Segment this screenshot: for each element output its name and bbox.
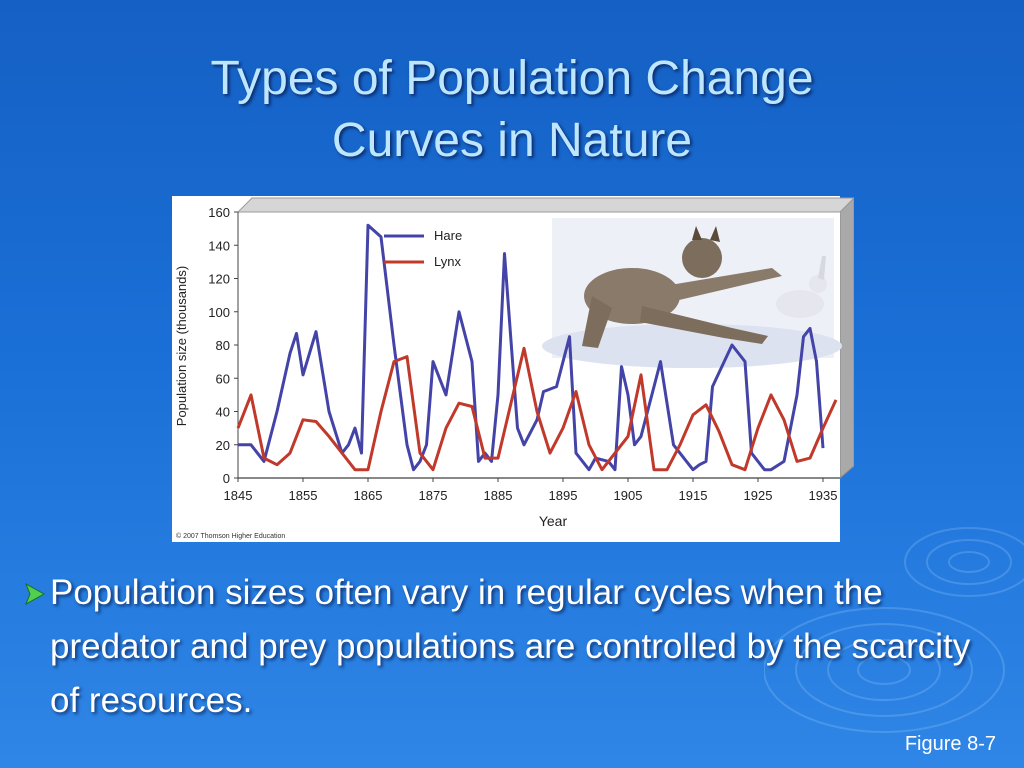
- x-tick-label: 1885: [484, 488, 513, 503]
- x-tick-label: 1845: [224, 488, 253, 503]
- x-tick-label: 1855: [289, 488, 318, 503]
- bullet-text: Population sizes often vary in regular c…: [50, 573, 971, 720]
- hare-lynx-chart: 0 20 40 60 80 100 120 140 160 1845 1855 1865 1875 18…: [172, 196, 854, 542]
- y-tick-label: 40: [216, 405, 230, 420]
- snow-drift: [542, 324, 842, 368]
- chart-legend: Hare Lynx: [384, 228, 462, 269]
- y-axis-label: Population size (thousands): [174, 266, 189, 426]
- lynx-illustration: [582, 226, 782, 348]
- x-tick-label: 1915: [679, 488, 708, 503]
- x-tick-label: 1895: [549, 488, 578, 503]
- slide-title-line1: Types of Population Change: [210, 52, 814, 105]
- y-tick-label: 0: [223, 471, 230, 486]
- x-tick-label: 1875: [419, 488, 448, 503]
- chart-frame-right: [839, 197, 854, 480]
- bullet-arrow-icon: [25, 582, 46, 606]
- legend-label-hare: Hare: [434, 228, 462, 243]
- slide-title-line2: Curves in Nature: [331, 114, 693, 167]
- x-tick-label: 1905: [614, 488, 643, 503]
- hare-illustration: [776, 256, 827, 318]
- x-tick-label: 1925: [744, 488, 773, 503]
- slide-title: Types of Population Change Curves in Nat…: [0, 48, 1024, 172]
- x-tick-label: 1935: [809, 488, 838, 503]
- y-tick-label: 120: [208, 272, 230, 287]
- y-tick-label: 100: [208, 305, 230, 320]
- x-axis-label: Year: [539, 513, 568, 529]
- series-line-hare: [238, 223, 825, 472]
- y-tick-label: 140: [208, 238, 230, 253]
- y-tick-label: 60: [216, 371, 230, 386]
- y-tick-label: 20: [216, 438, 230, 453]
- y-tick-label: 80: [216, 338, 230, 353]
- y-tick-label: 160: [208, 205, 230, 220]
- chart-frame-top-cover: [236, 197, 854, 213]
- bullet-point: Population sizes often vary in regular c…: [22, 566, 982, 728]
- series-line-lynx: [236, 346, 838, 472]
- figure-label: Figure 8-7: [904, 733, 996, 755]
- x-tick-label: 1865: [354, 488, 383, 503]
- legend-label-lynx: Lynx: [434, 254, 461, 269]
- copyright-credit: © 2007 Thomson Higher Education: [176, 532, 285, 540]
